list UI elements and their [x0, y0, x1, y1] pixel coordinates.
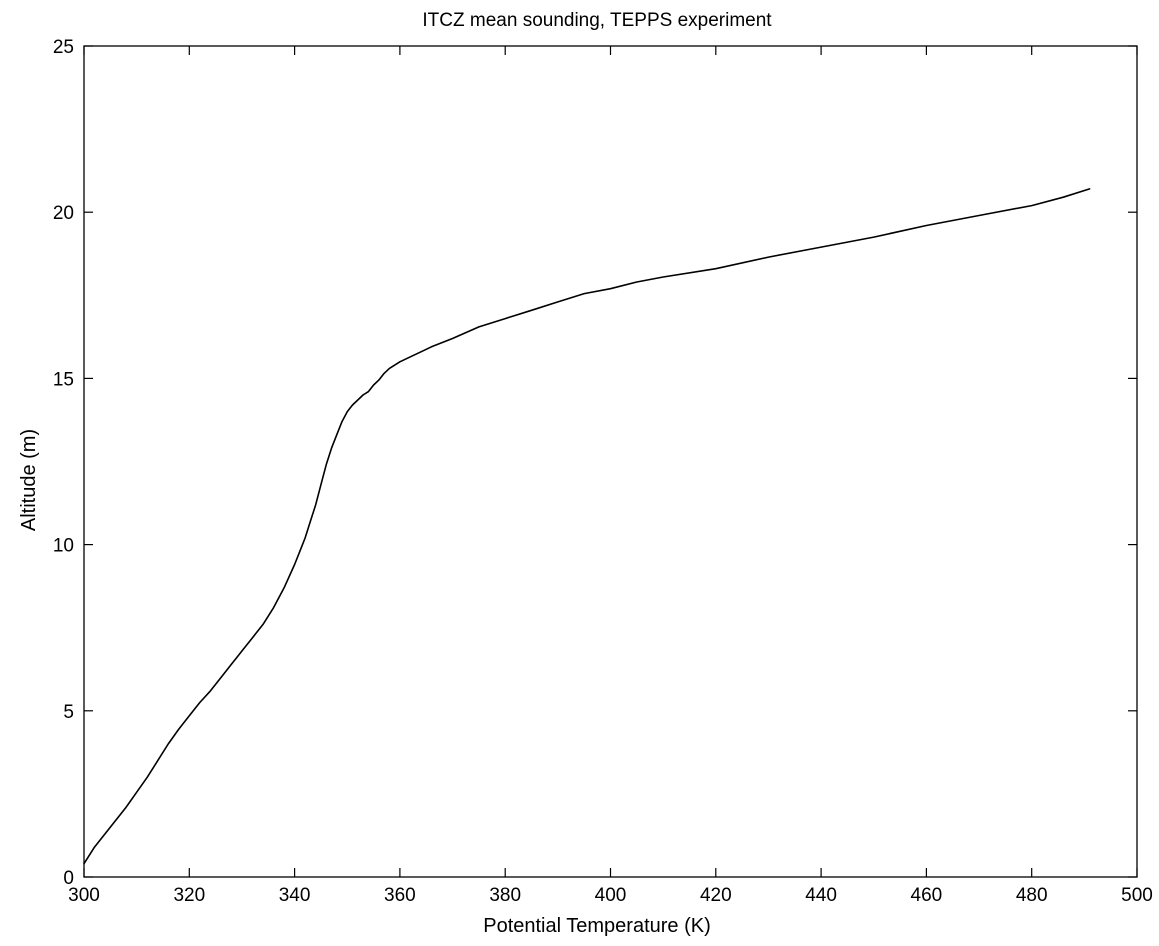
chart-title: ITCZ mean sounding, TEPPS experiment [422, 10, 772, 31]
y-tick-label: 25 [53, 37, 74, 58]
axes-layer: 300 320 340 360 380 400 420 440 460 480 500 0 5 10 15 2… [53, 37, 1153, 906]
x-tick-label: 460 [911, 885, 943, 906]
x-tick-label: 320 [173, 885, 205, 906]
x-tick-label: 500 [1121, 885, 1153, 906]
x-axis-label: Potential Temperature (K) [483, 915, 711, 937]
y-tick-label: 20 [53, 203, 74, 224]
sounding-series-line [83, 188, 1091, 865]
y-tick-label: 10 [53, 536, 74, 557]
y-axis-label: Altitude (m) [18, 429, 40, 531]
y-tick-label: 5 [63, 702, 74, 723]
x-tick-label: 360 [384, 885, 416, 906]
x-tick-label: 440 [805, 885, 837, 906]
x-tick-label: 300 [68, 885, 100, 906]
x-tick-label: 480 [1016, 885, 1048, 906]
plot-layer [83, 188, 1091, 865]
y-tick-label: 0 [63, 868, 74, 889]
x-tick-label: 400 [595, 885, 627, 906]
x-tick-label: 340 [279, 885, 311, 906]
plot-frame [83, 45, 1138, 878]
x-tick-label: 420 [700, 885, 732, 906]
y-tick-label: 15 [53, 369, 74, 390]
x-tick-label: 380 [489, 885, 521, 906]
